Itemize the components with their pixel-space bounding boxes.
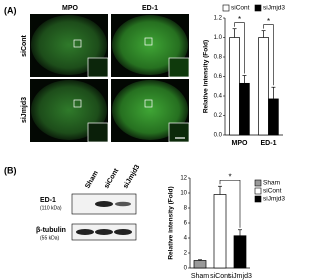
- inset: [168, 122, 190, 143]
- y-tick-label: 1.2: [214, 16, 223, 22]
- row-label: siJmjd3: [21, 97, 28, 123]
- roi-box: [73, 99, 82, 108]
- y-tick-label: 0.0: [214, 133, 223, 139]
- legend-label: siCont: [263, 188, 282, 195]
- x-tick-label: MPO: [232, 140, 249, 147]
- y-tick-label: 1.0: [214, 35, 223, 41]
- panel-label: (B): [4, 165, 17, 175]
- legend-label: siJmjd3: [263, 196, 285, 203]
- y-axis-label: Relative intensity (Fold): [168, 186, 175, 259]
- band: [114, 229, 132, 235]
- lane-label: Sham: [84, 170, 100, 190]
- roi-box: [144, 99, 153, 108]
- roi-box: [144, 37, 153, 46]
- bar: [233, 235, 247, 269]
- significance-mark: *: [228, 172, 231, 181]
- blot-label: ED-1: [40, 197, 56, 204]
- x-tick-label: siJmjd3: [228, 273, 252, 280]
- bar: [239, 82, 250, 136]
- blot-label: β-tubulin: [36, 227, 66, 234]
- y-tick-label: 0.8: [214, 55, 223, 61]
- legend-label: siCont: [231, 5, 250, 12]
- bar: [193, 260, 207, 269]
- bar: [258, 37, 269, 136]
- column-label: ED-1: [142, 5, 158, 12]
- lane-label: siCont: [103, 167, 120, 190]
- lane-label: siJmjd3: [122, 164, 141, 190]
- x-tick-label: ED-1: [261, 140, 277, 147]
- legend-swatch: [254, 4, 262, 12]
- band: [115, 201, 131, 207]
- y-tick-label: 8: [184, 206, 188, 212]
- roi-box: [73, 39, 82, 48]
- panel-label: (A): [4, 5, 17, 15]
- y-tick-label: 0.4: [214, 94, 223, 100]
- significance-bracket: [263, 24, 274, 86]
- legend-swatch: [254, 195, 262, 203]
- x-tick-label: Sham: [191, 273, 209, 280]
- y-tick-label: 10: [180, 191, 187, 197]
- y-tick-label: 0.6: [214, 74, 223, 80]
- y-axis-label: Relative intensity (Fold): [203, 40, 210, 113]
- inset: [168, 57, 190, 78]
- y-tick-label: 4: [184, 236, 188, 242]
- micrographs: [30, 14, 190, 143]
- blot-size: (55 kDa): [40, 235, 60, 241]
- band: [76, 229, 94, 235]
- figure: (A) MPO ED-1 siCont siJmjd3 (B) Sham siC…: [4, 4, 285, 280]
- bar: [229, 37, 240, 136]
- legend-swatch: [254, 187, 262, 195]
- legend-label: siJmjd3: [263, 5, 285, 12]
- y-tick-label: 6: [184, 221, 188, 227]
- y-tick-label: 0.2: [214, 113, 223, 119]
- y-tick-label: 12: [180, 176, 187, 182]
- column-label: MPO: [62, 5, 79, 12]
- bar: [213, 194, 227, 269]
- band: [95, 229, 113, 235]
- significance-bracket: [219, 179, 241, 228]
- significance-bracket: [234, 22, 245, 74]
- blot-size: (110 kDa): [40, 205, 62, 211]
- legend-label: Sham: [263, 180, 280, 187]
- bar: [268, 98, 279, 136]
- y-tick-label: 0: [184, 266, 188, 272]
- band: [95, 201, 113, 207]
- western-blot: [71, 193, 137, 241]
- y-tick-label: 2: [184, 251, 188, 257]
- legend-swatch: [254, 179, 262, 187]
- inset: [87, 122, 109, 143]
- legend-swatch: [222, 4, 230, 12]
- x-tick-label: siCont: [210, 273, 230, 280]
- row-label: siCont: [21, 34, 28, 56]
- significance-mark: *: [238, 15, 241, 24]
- inset: [87, 57, 109, 78]
- significance-mark: *: [267, 17, 270, 26]
